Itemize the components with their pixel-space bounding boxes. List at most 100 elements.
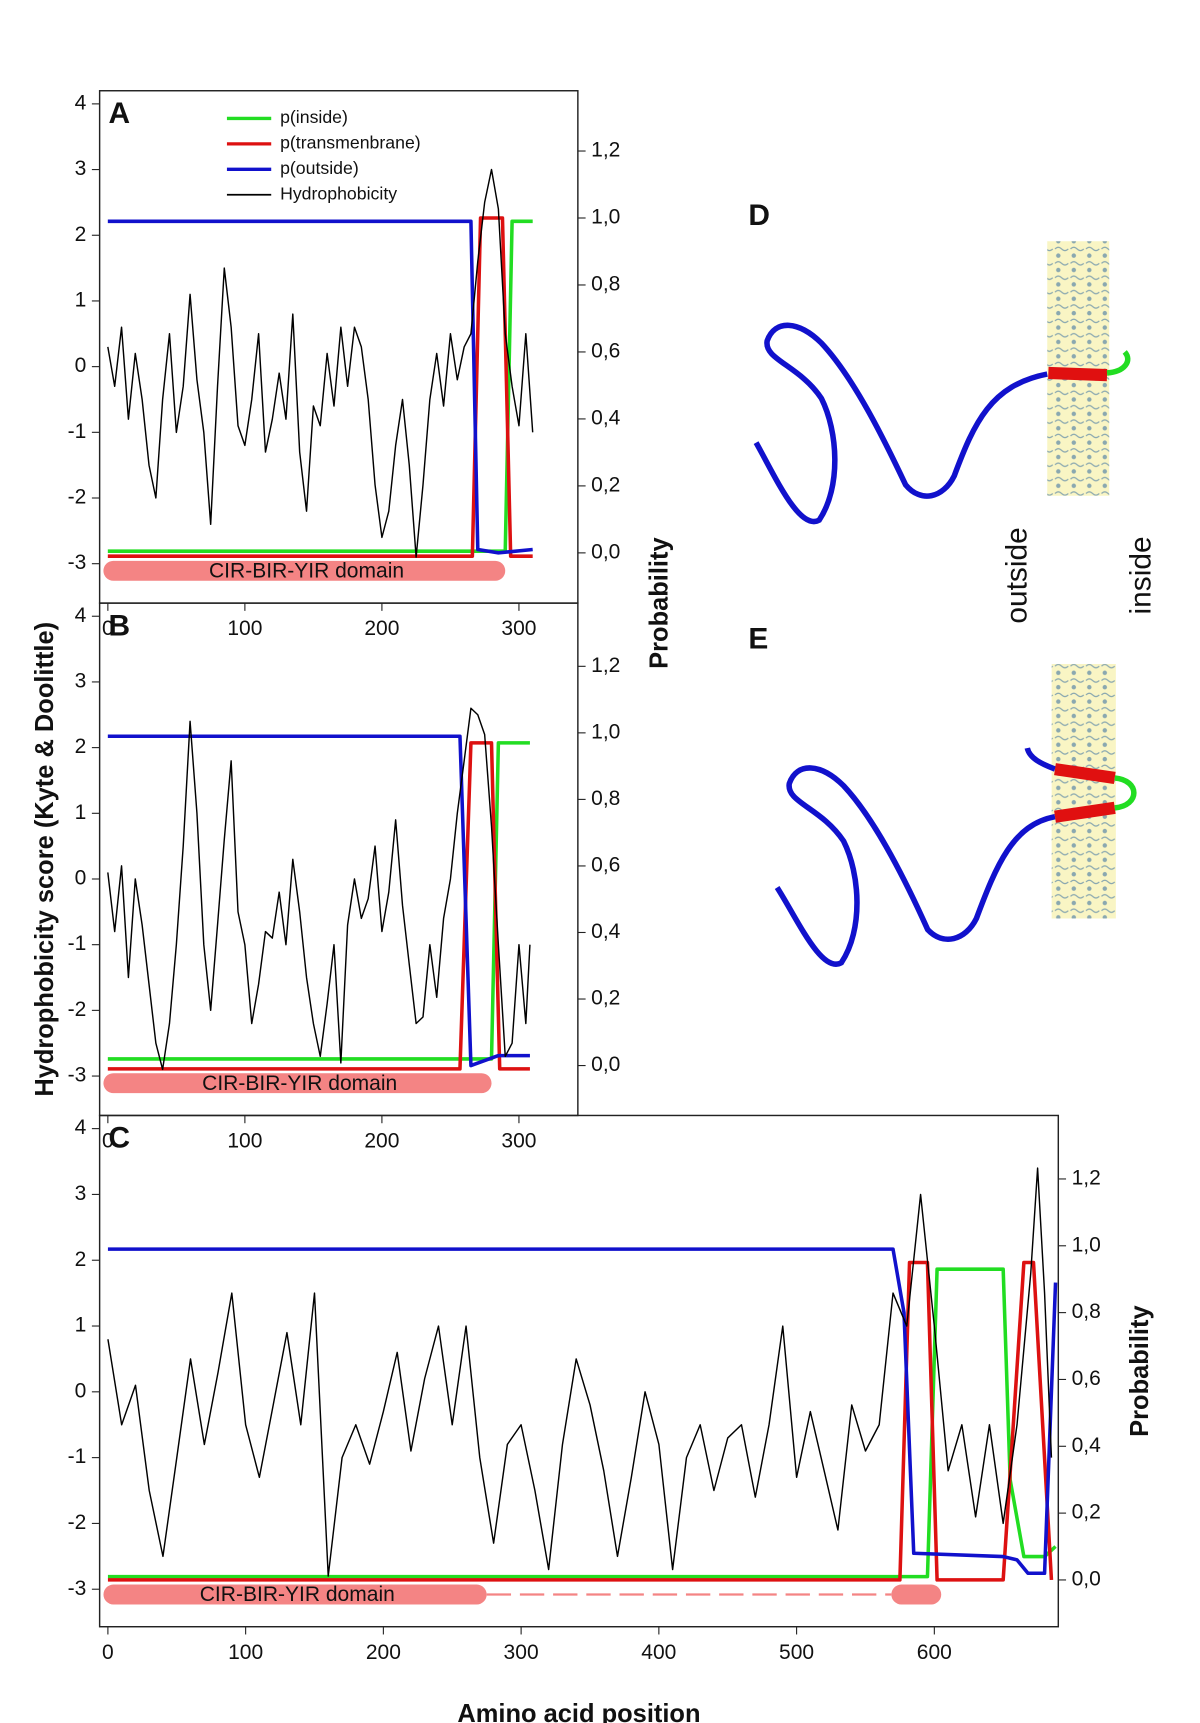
hydrophobicity-line (107, 168, 534, 558)
inside-label: inside (1124, 536, 1157, 614)
y-tick-label: 1 (75, 288, 87, 311)
y2-tick-label: 0,6 (591, 339, 620, 362)
y-tick-label: 0 (75, 867, 87, 890)
probability-line (107, 734, 530, 1068)
y-tick-label: -3 (68, 1064, 87, 1087)
y2-tick-label: 0,8 (591, 273, 620, 296)
legend-label: Hydrophobicity (280, 183, 397, 203)
y-tick-label: 3 (75, 1182, 87, 1205)
y2-tick-label: 0,0 (591, 1053, 620, 1076)
y2-tick-label: 0,6 (1072, 1367, 1101, 1390)
panel: -3 -2 -1 0 1 2 3 4 0,0 0,2 0,4 0,6 0,8 1,0 1,2 0 100 200 3… (68, 90, 621, 640)
y-tick-label: -1 (68, 420, 87, 443)
y2-axis-title: Probability (646, 537, 674, 669)
y-tick-label: 3 (75, 157, 87, 180)
y-tick-label: 2 (75, 223, 87, 246)
x-tick-label: 100 (228, 1641, 263, 1664)
probability-line (107, 1267, 1057, 1579)
y2-tick-label: 0,2 (591, 473, 620, 496)
plot-frame (98, 1114, 1060, 1628)
y2-tick-label: 1,0 (591, 206, 620, 229)
x-tick-label: 0 (102, 1641, 114, 1664)
inside-loop (1114, 775, 1137, 811)
hydrophobicity-line (107, 707, 531, 1071)
domain-label: CIR-BIR-YIR domain (209, 559, 404, 582)
probability-line (107, 219, 533, 553)
x-tick-label: 200 (364, 1130, 399, 1153)
y2-tick-label: 0,6 (591, 853, 620, 876)
outside-label: outside (1000, 527, 1033, 623)
y2-axis-title: Probability (1126, 1305, 1154, 1437)
x-tick-label: 0 (102, 1130, 114, 1153)
domain-bar (891, 1584, 942, 1605)
panel: -3 -2 -1 0 1 2 3 4 0,0 0,2 0,4 0,6 0,8 1,0 1,2 0 100 200 3… (68, 1114, 1154, 1723)
y-tick-label: -2 (68, 998, 87, 1021)
probability-line (107, 1260, 1054, 1582)
panel: -3 -2 -1 0 1 2 3 4 0,0 0,2 0,4 0,6 0,8 1,0 1,2 0 100 200 3… (31, 537, 673, 1153)
tm-helix (1054, 763, 1116, 823)
x-tick-label: 600 (917, 1641, 952, 1664)
y-tick-label: 2 (75, 735, 87, 758)
y2-tick-label: 1,2 (1072, 1167, 1101, 1190)
inside-tail (1106, 350, 1131, 376)
y-tick-label: -3 (68, 551, 87, 574)
x-tick-label: 300 (501, 617, 536, 640)
domain-label: CIR-BIR-YIR domain (202, 1072, 397, 1095)
hydrophobicity-line (107, 1167, 1053, 1577)
domain-bar (103, 1073, 492, 1094)
panel-label: B (108, 609, 130, 642)
y-tick-label: 0 (75, 1379, 87, 1402)
protein-chain (774, 765, 1056, 967)
x-tick-label: 100 (227, 617, 262, 640)
y-tick-label: 4 (75, 1116, 87, 1139)
legend-label: p(inside) (280, 107, 348, 127)
probability-line (107, 1247, 1058, 1576)
domain-bar (103, 1584, 487, 1605)
y-tick-label: -2 (68, 1511, 87, 1534)
y2-tick-label: 1,0 (591, 720, 620, 743)
domain-bar (103, 560, 506, 581)
panel-label: C (108, 1122, 130, 1155)
y-tick-label: -1 (68, 1445, 87, 1468)
probability-line (107, 219, 533, 555)
y2-tick-label: 0,4 (591, 406, 621, 429)
y-tick-label: 4 (75, 91, 87, 114)
y-tick-label: 3 (75, 669, 87, 692)
y2-tick-label: 0,8 (1072, 1300, 1101, 1323)
y-tick-label: 1 (75, 801, 87, 824)
panel-label: A (108, 97, 130, 130)
y2-tick-label: 0,2 (1072, 1501, 1101, 1524)
panel-label: E (748, 623, 768, 656)
y-axis-title: Hydrophobicity score (Kyte & Doolittle) (31, 622, 59, 1097)
x-tick-label: 500 (779, 1641, 814, 1664)
tm-helix (1048, 366, 1108, 382)
legend-label: p(outside) (280, 158, 359, 178)
y-tick-label: -1 (68, 932, 87, 955)
y2-tick-label: 1,2 (591, 139, 620, 162)
x-tick-label: 200 (366, 1641, 401, 1664)
panel-label: D (748, 199, 770, 232)
lipids (1051, 663, 1116, 919)
y2-tick-label: 0,2 (591, 987, 620, 1010)
protein-chain (753, 322, 1048, 525)
y-tick-label: 1 (75, 1314, 87, 1337)
y2-tick-label: 1,2 (591, 654, 620, 677)
y2-tick-label: 0,0 (591, 540, 620, 563)
y-tick-label: -2 (68, 486, 87, 509)
x-tick-label: 400 (641, 1641, 676, 1664)
legend-label: p(transmenbrane) (280, 133, 421, 153)
y2-tick-label: 0,0 (1072, 1567, 1101, 1590)
diagram-e: E (748, 623, 1137, 967)
x-tick-label: 300 (504, 1641, 539, 1664)
y2-tick-label: 0,4 (1072, 1434, 1102, 1457)
probability-line (107, 216, 533, 558)
x-tick-label: 0 (102, 617, 114, 640)
y2-tick-label: 0,8 (591, 787, 620, 810)
y2-tick-label: 1,0 (1072, 1233, 1101, 1256)
y-tick-label: 0 (75, 354, 87, 377)
y-tick-label: 2 (75, 1248, 87, 1271)
outside-tail (1024, 747, 1056, 772)
x-axis-title: Amino acid position (457, 1700, 700, 1723)
